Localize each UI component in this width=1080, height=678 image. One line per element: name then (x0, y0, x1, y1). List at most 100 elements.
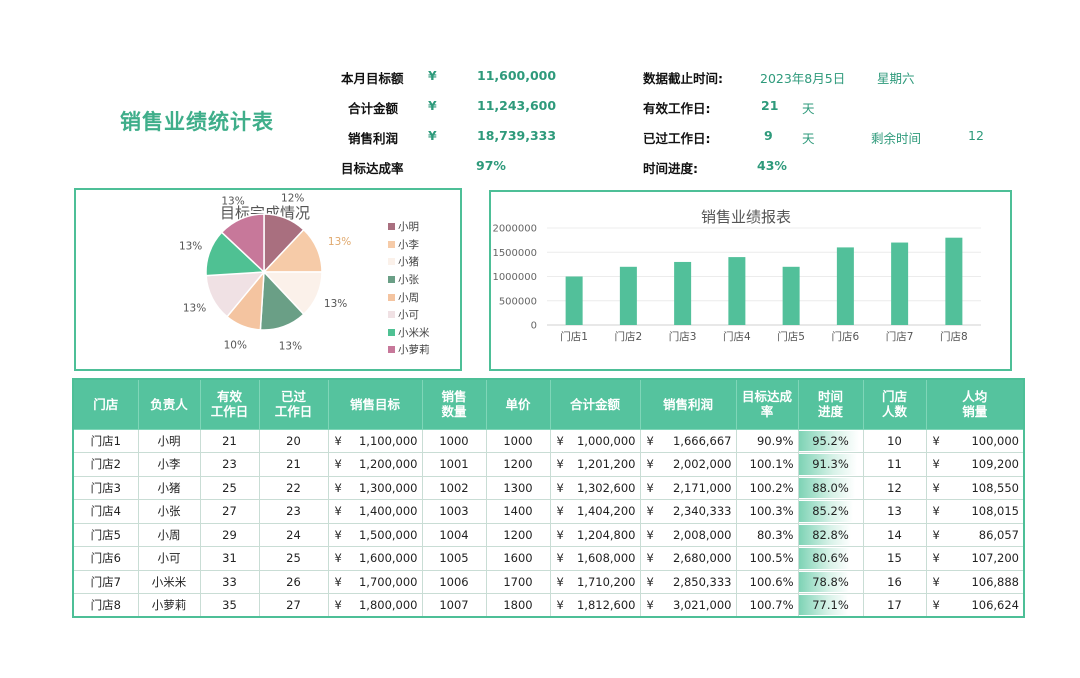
column-header[interactable]: 有效 工作日 (199, 378, 260, 430)
cell-qty[interactable]: 1003 (421, 499, 487, 524)
column-header[interactable]: 门店 (72, 378, 139, 430)
column-header[interactable]: 销售利润 (639, 378, 737, 430)
cell-rate[interactable]: 100.2% (735, 475, 799, 500)
cell-profit[interactable]: ¥2,171,000 (639, 475, 737, 500)
cell-passed[interactable]: 22 (258, 475, 329, 500)
cell-total[interactable]: ¥1,302,600 (549, 475, 641, 500)
cell-per[interactable]: ¥109,200 (925, 452, 1025, 477)
cell-owner[interactable]: 小猪 (137, 475, 201, 500)
cell-staff[interactable]: 16 (862, 569, 927, 594)
cell-workdays[interactable]: 33 (199, 569, 260, 594)
column-header[interactable]: 单价 (485, 378, 551, 430)
cell-total[interactable]: ¥1,812,600 (549, 593, 641, 618)
cell-price[interactable]: 1600 (485, 546, 551, 571)
column-header[interactable]: 时间 进度 (797, 378, 864, 430)
cell-qty[interactable]: 1000 (421, 428, 487, 453)
cell-rate[interactable]: 100.7% (735, 593, 799, 618)
cell-qty[interactable]: 1002 (421, 475, 487, 500)
cell-progress[interactable]: 95.2% (797, 428, 864, 453)
cell-target[interactable]: ¥1,500,000 (327, 522, 423, 547)
cell-passed[interactable]: 20 (258, 428, 329, 453)
cell-store[interactable]: 门店6 (72, 546, 139, 571)
cell-price[interactable]: 1800 (485, 593, 551, 618)
cell-store[interactable]: 门店2 (72, 452, 139, 477)
cell-total[interactable]: ¥1,204,800 (549, 522, 641, 547)
cell-price[interactable]: 1000 (485, 428, 551, 453)
column-header[interactable]: 已过 工作日 (258, 378, 329, 430)
cell-passed[interactable]: 21 (258, 452, 329, 477)
cell-per[interactable]: ¥107,200 (925, 546, 1025, 571)
column-header[interactable]: 合计金额 (549, 378, 641, 430)
cell-progress[interactable]: 78.8% (797, 569, 864, 594)
cell-store[interactable]: 门店7 (72, 569, 139, 594)
cell-workdays[interactable]: 25 (199, 475, 260, 500)
column-header[interactable]: 目标达成率 (735, 378, 799, 430)
cell-target[interactable]: ¥1,700,000 (327, 569, 423, 594)
cell-per[interactable]: ¥108,550 (925, 475, 1025, 500)
cell-progress[interactable]: 88.0% (797, 475, 864, 500)
cell-per[interactable]: ¥106,624 (925, 593, 1025, 618)
cell-profit[interactable]: ¥2,850,333 (639, 569, 737, 594)
cell-target[interactable]: ¥1,100,000 (327, 428, 423, 453)
cell-staff[interactable]: 10 (862, 428, 927, 453)
cell-profit[interactable]: ¥3,021,000 (639, 593, 737, 618)
cell-progress[interactable]: 91.3% (797, 452, 864, 477)
cell-passed[interactable]: 26 (258, 569, 329, 594)
cell-staff[interactable]: 17 (862, 593, 927, 618)
cell-per[interactable]: ¥100,000 (925, 428, 1025, 453)
cell-passed[interactable]: 23 (258, 499, 329, 524)
cell-owner[interactable]: 小周 (137, 522, 201, 547)
cell-profit[interactable]: ¥2,008,000 (639, 522, 737, 547)
cell-total[interactable]: ¥1,201,200 (549, 452, 641, 477)
cell-owner[interactable]: 小米米 (137, 569, 201, 594)
cell-per[interactable]: ¥106,888 (925, 569, 1025, 594)
cell-rate[interactable]: 90.9% (735, 428, 799, 453)
cell-qty[interactable]: 1006 (421, 569, 487, 594)
cell-rate[interactable]: 100.1% (735, 452, 799, 477)
cell-price[interactable]: 1400 (485, 499, 551, 524)
cell-qty[interactable]: 1007 (421, 593, 487, 618)
cell-progress[interactable]: 85.2% (797, 499, 864, 524)
cell-staff[interactable]: 11 (862, 452, 927, 477)
cell-target[interactable]: ¥1,600,000 (327, 546, 423, 571)
column-header[interactable]: 负责人 (137, 378, 201, 430)
cell-target[interactable]: ¥1,200,000 (327, 452, 423, 477)
cell-passed[interactable]: 24 (258, 522, 329, 547)
column-header[interactable]: 销售目标 (327, 378, 423, 430)
column-header[interactable]: 门店 人数 (862, 378, 927, 430)
cell-store[interactable]: 门店3 (72, 475, 139, 500)
cell-rate[interactable]: 100.6% (735, 569, 799, 594)
column-header[interactable]: 人均 销量 (925, 378, 1025, 430)
cell-owner[interactable]: 小明 (137, 428, 201, 453)
cell-staff[interactable]: 13 (862, 499, 927, 524)
cell-qty[interactable]: 1001 (421, 452, 487, 477)
cell-store[interactable]: 门店8 (72, 593, 139, 618)
cell-store[interactable]: 门店5 (72, 522, 139, 547)
cell-price[interactable]: 1200 (485, 522, 551, 547)
cell-workdays[interactable]: 27 (199, 499, 260, 524)
cell-price[interactable]: 1700 (485, 569, 551, 594)
cell-owner[interactable]: 小李 (137, 452, 201, 477)
cell-store[interactable]: 门店1 (72, 428, 139, 453)
cell-passed[interactable]: 25 (258, 546, 329, 571)
cell-rate[interactable]: 100.3% (735, 499, 799, 524)
cell-workdays[interactable]: 35 (199, 593, 260, 618)
cell-per[interactable]: ¥86,057 (925, 522, 1025, 547)
cell-owner[interactable]: 小萝莉 (137, 593, 201, 618)
cell-store[interactable]: 门店4 (72, 499, 139, 524)
cell-profit[interactable]: ¥1,666,667 (639, 428, 737, 453)
cell-target[interactable]: ¥1,300,000 (327, 475, 423, 500)
cell-price[interactable]: 1300 (485, 475, 551, 500)
cell-staff[interactable]: 15 (862, 546, 927, 571)
cell-target[interactable]: ¥1,400,000 (327, 499, 423, 524)
cell-rate[interactable]: 100.5% (735, 546, 799, 571)
cell-workdays[interactable]: 23 (199, 452, 260, 477)
cell-qty[interactable]: 1005 (421, 546, 487, 571)
cell-total[interactable]: ¥1,608,000 (549, 546, 641, 571)
cell-staff[interactable]: 14 (862, 522, 927, 547)
cell-workdays[interactable]: 29 (199, 522, 260, 547)
cell-progress[interactable]: 80.6% (797, 546, 864, 571)
cell-total[interactable]: ¥1,000,000 (549, 428, 641, 453)
cell-progress[interactable]: 77.1% (797, 593, 864, 618)
cell-profit[interactable]: ¥2,002,000 (639, 452, 737, 477)
